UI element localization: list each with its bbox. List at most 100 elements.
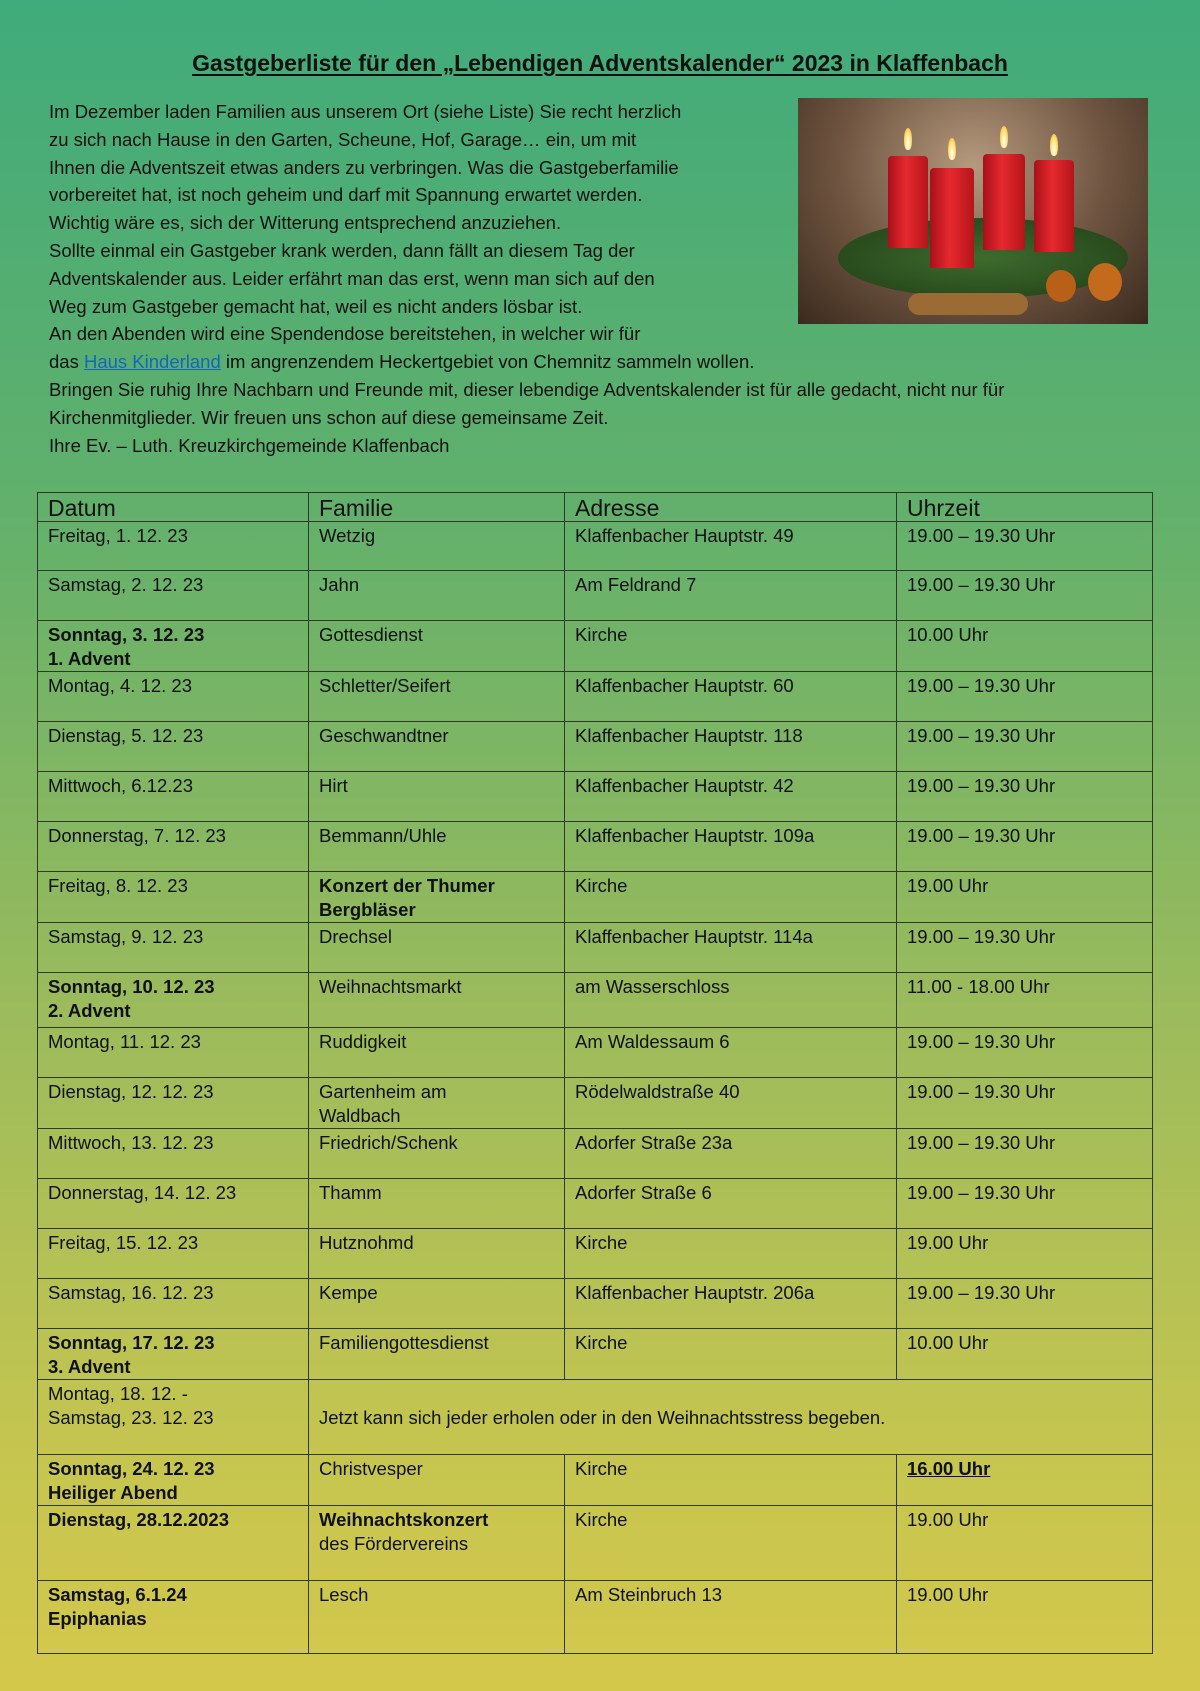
cell-datum: Dienstag, 5. 12. 23 — [37, 721, 309, 772]
cell-merged-note: Jetzt kann sich jeder erholen oder in de… — [308, 1379, 1153, 1455]
host-schedule-table: Datum Familie Adresse Uhrzeit Freitag, 1… — [37, 492, 1153, 1654]
cell-familie: Hirt — [308, 771, 565, 822]
date-line: Samstag, 16. 12. 23 — [48, 1282, 214, 1303]
time-text: 10.00 Uhr — [907, 1332, 989, 1353]
intro-line: An den Abenden wird eine Spendendose ber… — [49, 323, 641, 345]
cell-uhrzeit: 19.00 – 19.30 Uhr — [896, 821, 1153, 872]
cell-familie: Hutznohmd — [308, 1228, 565, 1279]
cell-familie: Kempe — [308, 1278, 565, 1329]
table-row: Montag, 4. 12. 23 Schletter/Seifert Klaffe… — [37, 671, 1153, 722]
cell-familie: Ruddigkeit — [308, 1027, 565, 1078]
date-line: Samstag, 2. 12. 23 — [48, 574, 204, 595]
table-row: Sonntag, 24. 12. 23 Heiliger Abend Christv… — [37, 1454, 1153, 1506]
cell-datum: Freitag, 8. 12. 23 — [37, 871, 309, 923]
cell-familie: Jahn — [308, 570, 565, 621]
family-line: Thamm — [319, 1182, 382, 1203]
cell-datum: Samstag, 2. 12. 23 — [37, 570, 309, 621]
table-row: Freitag, 1. 12. 23 Wetzig Klaffenbacher Ha… — [37, 521, 1153, 571]
header-datum: Datum — [37, 492, 309, 522]
table-row: Montag, 18. 12. - Samstag, 23. 12. 23 Jetz… — [37, 1379, 1153, 1455]
date-line: Donnerstag, 14. 12. 23 — [48, 1182, 237, 1203]
cell-adresse: Adorfer Straße 6 — [564, 1178, 897, 1229]
time-text: 16.00 Uhr — [907, 1458, 991, 1479]
time-text: 19.00 Uhr — [907, 1232, 989, 1253]
table-row: Dienstag, 28.12.2023 Weihnachtskonzert des… — [37, 1505, 1153, 1581]
date-line: Samstag, 23. 12. 23 — [48, 1407, 214, 1428]
table-row: Mittwoch, 6.12.23 Hirt Klaffenbacher Haupt… — [37, 771, 1153, 822]
cell-datum: Montag, 11. 12. 23 — [37, 1027, 309, 1078]
table-row: Dienstag, 5. 12. 23 Geschwandtner Klaffenb… — [37, 721, 1153, 772]
cell-familie: Gottesdienst — [308, 620, 565, 672]
intro-line-link: das Haus Kinderland im angrenzendem Heck… — [49, 348, 1169, 376]
family-line: Schletter/Seifert — [319, 675, 451, 696]
cell-familie: Konzert der Thumer Bergbläser — [308, 871, 565, 923]
cell-adresse: Kirche — [564, 871, 897, 923]
cell-adresse: Klaffenbacher Hauptstr. 60 — [564, 671, 897, 722]
family-line: Gartenheim am — [319, 1081, 447, 1102]
date-line: Heiliger Abend — [48, 1482, 178, 1503]
date-line: Sonntag, 10. 12. 23 — [48, 976, 215, 997]
date-line: Mittwoch, 6.12.23 — [48, 775, 193, 796]
family-line: Weihnachtsmarkt — [319, 976, 462, 997]
table-row: Sonntag, 17. 12. 23 3. Advent Familiengott… — [37, 1328, 1153, 1380]
family-line: Gottesdienst — [319, 624, 423, 645]
cell-uhrzeit: 19.00 Uhr — [896, 871, 1153, 923]
intro-line: Adventskalender aus. Leider erfährt man … — [49, 267, 655, 289]
header-adresse: Adresse — [564, 492, 897, 522]
table-row: Sonntag, 3. 12. 23 1. Advent Gottesdienst K… — [37, 620, 1153, 672]
time-text: 19.00 – 19.30 Uhr — [907, 574, 1056, 595]
cell-datum: Samstag, 16. 12. 23 — [37, 1278, 309, 1329]
intro-text: im angrenzendem Heckertgebiet von Chemni… — [220, 351, 755, 373]
intro-line: Bringen Sie ruhig Ihre Nachbarn und Freu… — [49, 378, 1005, 400]
cell-datum: Sonntag, 17. 12. 23 3. Advent — [37, 1328, 309, 1380]
family-line: Bemmann/Uhle — [319, 825, 447, 846]
header-uhrzeit: Uhrzeit — [896, 492, 1153, 522]
header-familie: Familie — [308, 492, 565, 522]
table-row: Samstag, 9. 12. 23 Drechsel Klaffenbacher … — [37, 922, 1153, 973]
family-line: Lesch — [319, 1584, 369, 1605]
family-line: Drechsel — [319, 926, 392, 947]
cell-adresse: am Wasserschloss — [564, 972, 897, 1028]
cell-uhrzeit: 16.00 Uhr — [896, 1454, 1153, 1506]
date-line: Dienstag, 28.12.2023 — [48, 1509, 229, 1530]
cell-uhrzeit: 19.00 – 19.30 Uhr — [896, 1128, 1153, 1179]
cell-familie: Wetzig — [308, 521, 565, 571]
family-line: Hirt — [319, 775, 348, 796]
time-text: 19.00 – 19.30 Uhr — [907, 725, 1056, 746]
intro-line: Im Dezember laden Familien aus unserem O… — [49, 101, 682, 122]
date-line: Sonntag, 17. 12. 23 — [48, 1332, 215, 1353]
intro-line: Weg zum Gastgeber gemacht hat, weil es n… — [49, 295, 583, 317]
table-row: Samstag, 2. 12. 23 Jahn Am Feldrand 7 19.00… — [37, 570, 1153, 621]
haus-kinderland-link[interactable]: Haus Kinderland — [83, 351, 221, 373]
cell-adresse: Am Waldessaum 6 — [564, 1027, 897, 1078]
date-line: Freitag, 1. 12. 23 — [48, 525, 188, 546]
cell-datum: Mittwoch, 13. 12. 23 — [37, 1128, 309, 1179]
cell-familie: Weihnachtskonzert des Fördervereins — [308, 1505, 565, 1581]
time-text: 19.00 – 19.30 Uhr — [907, 926, 1056, 947]
family-line: Konzert der Thumer — [319, 875, 495, 896]
family-line: Jahn — [319, 574, 360, 595]
cell-familie: Schletter/Seifert — [308, 671, 565, 722]
family-line: des Fördervereins — [319, 1533, 469, 1554]
cell-adresse: Kirche — [564, 620, 897, 672]
family-line: Hutznohmd — [319, 1232, 414, 1253]
time-text: 19.00 – 19.30 Uhr — [907, 675, 1056, 696]
date-line: Dienstag, 5. 12. 23 — [48, 725, 204, 746]
family-line: Weihnachtskonzert — [319, 1509, 489, 1530]
cell-uhrzeit: 19.00 – 19.30 Uhr — [896, 1178, 1153, 1229]
advent-wreath-photo — [798, 98, 1148, 324]
time-text: 19.00 – 19.30 Uhr — [907, 1282, 1056, 1303]
time-text: 19.00 – 19.30 Uhr — [907, 825, 1056, 846]
cell-familie: Thamm — [308, 1178, 565, 1229]
intro-line: zu sich nach Hause in den Garten, Scheun… — [49, 128, 637, 150]
cell-uhrzeit: 19.00 – 19.30 Uhr — [896, 671, 1153, 722]
family-line: Wetzig — [319, 525, 376, 546]
table-row: Samstag, 6.1.24 Epiphanias Lesch Am Steinbr… — [37, 1580, 1153, 1654]
table-header-row: Datum Familie Adresse Uhrzeit — [37, 492, 1153, 522]
cell-datum: Donnerstag, 7. 12. 23 — [37, 821, 309, 872]
cell-datum: Samstag, 6.1.24 Epiphanias — [37, 1580, 309, 1654]
date-line: Samstag, 9. 12. 23 — [48, 926, 204, 947]
date-line: Sonntag, 3. 12. 23 — [48, 624, 205, 645]
intro-text: Im Dezember laden Familien aus unserem O… — [49, 98, 1169, 459]
family-line: Geschwandtner — [319, 725, 449, 746]
